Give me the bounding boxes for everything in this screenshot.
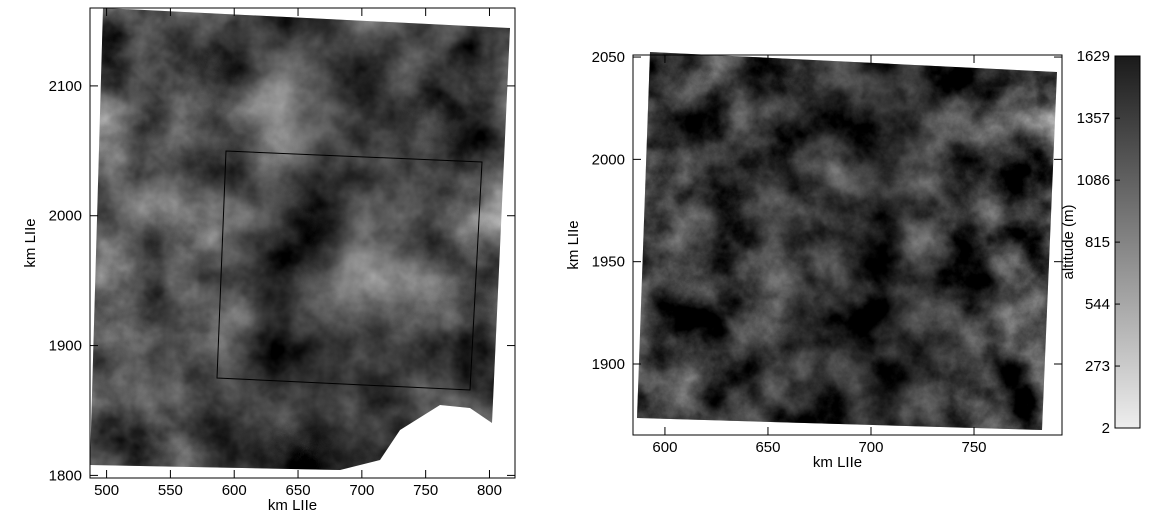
x-tick-label: 550 xyxy=(158,482,183,499)
y-tick-label: 2000 xyxy=(49,208,82,225)
x-tick-label: 800 xyxy=(477,482,502,499)
x-tick-label: 500 xyxy=(94,482,119,499)
y-tick-label: 2050 xyxy=(592,49,625,66)
colorbar-label: altitude (m) xyxy=(1060,204,1077,279)
x-axis-label: km LIIe xyxy=(813,454,862,471)
dem-right xyxy=(633,50,1063,435)
x-tick-label: 750 xyxy=(962,439,987,456)
colorbar-tick-label: 1629 xyxy=(1077,48,1110,65)
figure: 500 550 600 650 700 750 800 1800 1900 2000 2100 km … xyxy=(0,0,1172,525)
colorbar-tick-label: 273 xyxy=(1085,358,1110,375)
x-tick-label: 700 xyxy=(858,439,883,456)
x-tick-label: 600 xyxy=(222,482,247,499)
colorbar-tick-label: 2 xyxy=(1102,420,1110,437)
y-tick-label: 1800 xyxy=(49,467,82,484)
y-tick-label: 1900 xyxy=(49,338,82,355)
y-tick-label: 2000 xyxy=(592,151,625,168)
y-axis-label: km LIIe xyxy=(22,218,39,267)
colorbar-tick-label: 1086 xyxy=(1077,172,1110,189)
x-tick-label: 600 xyxy=(652,439,677,456)
colorbar-tick-label: 1357 xyxy=(1077,110,1110,127)
dem-left xyxy=(88,6,518,476)
y-tick-label: 1900 xyxy=(592,356,625,373)
x-tick-label: 650 xyxy=(755,439,780,456)
y-axis-label: km LIIe xyxy=(565,220,582,269)
x-tick-label: 700 xyxy=(349,482,374,499)
x-axis-label: km LIIe xyxy=(268,497,317,514)
x-tick-label: 750 xyxy=(413,482,438,499)
y-tick-label: 2100 xyxy=(49,78,82,95)
colorbar-tick-label: 544 xyxy=(1085,296,1110,313)
y-tick-label: 1950 xyxy=(592,254,625,271)
colorbar-tick-label: 815 xyxy=(1085,234,1110,251)
